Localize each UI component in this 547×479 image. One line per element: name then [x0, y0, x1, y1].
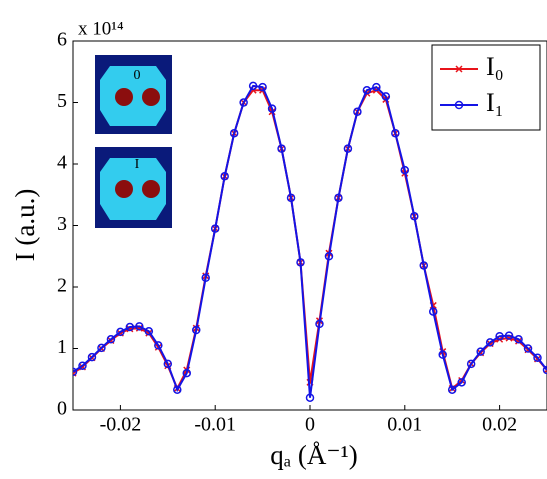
- marker: [78, 361, 87, 370]
- legend-marker: [454, 100, 464, 110]
- marker: [116, 327, 125, 337]
- y-tick-label: 3: [57, 213, 67, 235]
- marker: [324, 252, 334, 261]
- marker: [125, 322, 135, 332]
- x-tick-label: 0: [305, 414, 315, 436]
- marker: [277, 144, 286, 153]
- marker: [391, 129, 400, 138]
- marker: [476, 347, 485, 356]
- marker: [438, 350, 447, 359]
- plot: [73, 81, 547, 402]
- marker: [286, 193, 296, 203]
- x-tick-label: -0.01: [194, 414, 236, 436]
- y-multiplier: x 10¹⁴: [78, 18, 124, 39]
- legend-label: I₁: [486, 88, 504, 117]
- y-tick-label: 6: [57, 29, 67, 51]
- x-tick-label: -0.02: [100, 414, 142, 436]
- marker: [154, 341, 163, 350]
- marker: [239, 98, 248, 107]
- marker: [220, 172, 229, 181]
- marker: [267, 104, 277, 113]
- inset-shape: [100, 66, 166, 126]
- marker: [400, 165, 410, 175]
- marker: [229, 129, 239, 138]
- legend-label: I₀: [486, 52, 504, 81]
- marker: [533, 353, 542, 362]
- marker: [457, 378, 466, 387]
- marker: [182, 368, 192, 378]
- marker: [248, 81, 258, 91]
- inset-dot: [142, 88, 160, 106]
- marker: [305, 393, 315, 402]
- y-tick-label: 5: [57, 90, 67, 112]
- inset-dot: [142, 180, 160, 198]
- marker: [447, 385, 457, 394]
- y-axis-label: I (a.u.): [10, 189, 40, 262]
- legend: I₀ I₁: [431, 44, 541, 131]
- marker: [201, 273, 210, 283]
- marker: [410, 212, 419, 221]
- x-tick-label: 0.01: [387, 414, 422, 436]
- marker: [428, 307, 438, 316]
- marker: [144, 327, 154, 336]
- marker: [381, 92, 391, 101]
- inset-label: I: [135, 157, 140, 172]
- marker: [163, 359, 173, 369]
- y-tick-label: 0: [57, 398, 67, 420]
- inset-label: 0: [134, 68, 141, 83]
- series-line: [73, 84, 547, 398]
- marker: [362, 85, 372, 95]
- x-tick-label: 0.02: [482, 414, 517, 436]
- x-axis-label: qₐ (Å⁻¹): [270, 440, 357, 470]
- marker: [514, 335, 523, 344]
- marker: [542, 365, 547, 375]
- marker: [343, 144, 353, 153]
- marker: [466, 359, 476, 369]
- marker: [495, 331, 504, 341]
- marker: [106, 335, 116, 344]
- marker: [87, 352, 97, 362]
- marker: [315, 319, 324, 329]
- marker: [135, 322, 144, 331]
- marker: [485, 338, 495, 347]
- marker: [296, 258, 305, 267]
- marker: [173, 385, 182, 394]
- inset: 0 I: [95, 55, 172, 228]
- marker: [372, 82, 381, 92]
- marker: [258, 82, 267, 92]
- marker: [97, 343, 106, 353]
- marker: [353, 107, 362, 116]
- inset-dot: [115, 180, 133, 198]
- y-tick-label: 1: [57, 336, 67, 358]
- marker: [210, 224, 220, 233]
- marker: [73, 367, 78, 377]
- series-line: [73, 89, 547, 391]
- marker: [419, 261, 429, 270]
- legend-marker: [455, 65, 463, 73]
- marker: [191, 325, 201, 335]
- y-tick-label: 2: [57, 275, 67, 297]
- marker: [504, 331, 514, 340]
- inset-dot: [115, 88, 133, 106]
- marker: [334, 193, 343, 203]
- marker: [523, 344, 533, 353]
- y-tick-label: 4: [57, 152, 67, 174]
- legend-box: [431, 44, 541, 131]
